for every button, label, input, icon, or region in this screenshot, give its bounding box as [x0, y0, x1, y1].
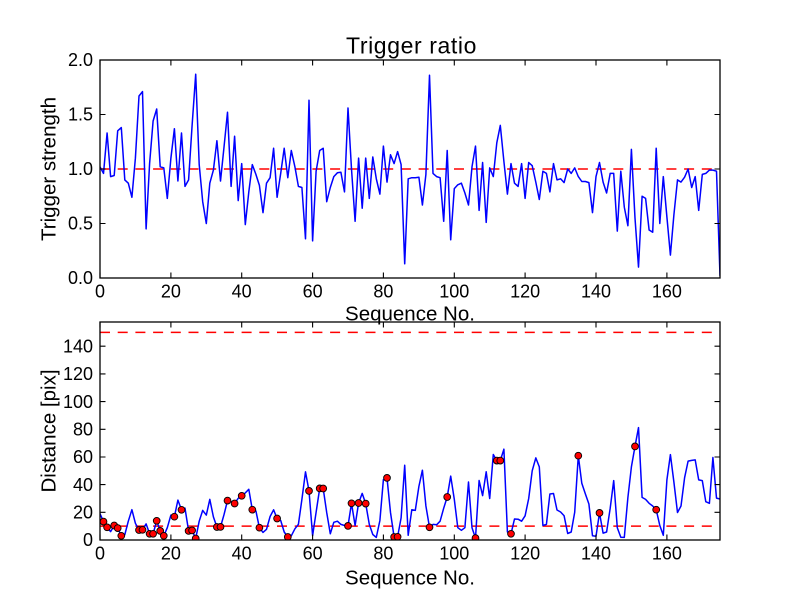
svg-text:0: 0 — [83, 530, 93, 550]
svg-text:2.0: 2.0 — [68, 50, 93, 70]
svg-text:0: 0 — [95, 544, 105, 564]
svg-text:1.5: 1.5 — [68, 105, 93, 125]
svg-text:Trigger strength: Trigger strength — [38, 97, 61, 241]
svg-text:40: 40 — [232, 282, 252, 302]
svg-text:Sequence No.: Sequence No. — [345, 302, 475, 325]
svg-text:Sequence No.: Sequence No. — [345, 566, 475, 589]
svg-text:20: 20 — [73, 503, 93, 523]
svg-text:140: 140 — [63, 336, 93, 356]
svg-text:160: 160 — [652, 282, 682, 302]
svg-text:0: 0 — [95, 282, 105, 302]
svg-text:120: 120 — [510, 282, 540, 302]
svg-text:80: 80 — [373, 544, 393, 564]
svg-text:1.0: 1.0 — [68, 159, 93, 179]
svg-text:0.5: 0.5 — [68, 214, 93, 234]
svg-text:40: 40 — [232, 544, 252, 564]
svg-text:60: 60 — [73, 447, 93, 467]
svg-text:60: 60 — [303, 282, 323, 302]
svg-text:100: 100 — [439, 544, 469, 564]
svg-text:60: 60 — [303, 544, 323, 564]
svg-text:160: 160 — [652, 544, 682, 564]
svg-text:20: 20 — [161, 282, 181, 302]
svg-text:100: 100 — [63, 392, 93, 412]
svg-text:120: 120 — [510, 544, 540, 564]
svg-text:0.0: 0.0 — [68, 268, 93, 288]
svg-text:120: 120 — [63, 364, 93, 384]
svg-text:20: 20 — [161, 544, 181, 564]
svg-text:Trigger ratio: Trigger ratio — [346, 32, 477, 58]
svg-text:Distance [pix]: Distance [pix] — [38, 369, 61, 492]
svg-text:40: 40 — [73, 475, 93, 495]
svg-text:80: 80 — [373, 282, 393, 302]
svg-text:80: 80 — [73, 420, 93, 440]
svg-text:100: 100 — [439, 282, 469, 302]
svg-text:140: 140 — [581, 544, 611, 564]
svg-text:140: 140 — [581, 282, 611, 302]
